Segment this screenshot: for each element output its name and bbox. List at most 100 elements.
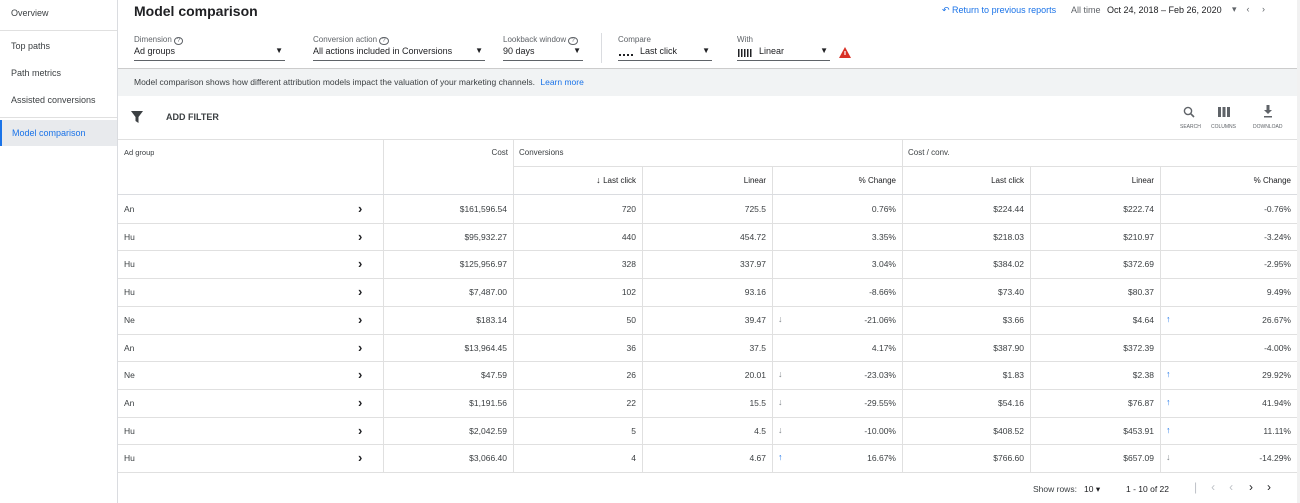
table-cell: 26.67%	[1160, 305, 1297, 334]
row-expand[interactable]: ›	[358, 284, 363, 300]
filter-value[interactable]: Ad groups	[134, 46, 176, 56]
dropdown-arrow[interactable]: ▼	[475, 46, 483, 55]
table-cell: $13,964.45	[383, 333, 513, 362]
filter-dropdown[interactable]: 90 days ▼	[503, 46, 583, 61]
table-cell: $80.37	[1030, 278, 1160, 307]
nav-item[interactable]: Assisted conversions	[11, 95, 96, 105]
warning-icon[interactable]	[839, 47, 851, 58]
search-label[interactable]: SEARCH	[1180, 124, 1201, 130]
trend-down-icon: ↓	[1166, 452, 1171, 463]
row-expand[interactable]: ›	[358, 201, 363, 216]
table-cell: $1.83	[902, 361, 1030, 390]
page-title: Model comparison	[134, 3, 258, 19]
row-expand[interactable]: ›	[358, 394, 363, 410]
column-header[interactable]: % Change	[1160, 166, 1297, 195]
table-cell: 4.67	[642, 444, 772, 473]
info-text: Model comparison shows how different att…	[134, 77, 535, 87]
table-cell: 50	[513, 305, 642, 334]
table-cell: 29.92%	[1160, 361, 1297, 390]
filter-value[interactable]: 90 days	[503, 46, 535, 56]
column-header[interactable]: Last click	[902, 166, 1030, 195]
column-header[interactable]: ↓ Last click	[513, 166, 642, 195]
table-cell: $408.52	[902, 416, 1030, 445]
table-cell: 0.76%	[772, 195, 902, 223]
learn-more[interactable]: Learn more	[540, 77, 584, 87]
filter-dropdown[interactable]: Ad groups ▼	[134, 46, 285, 61]
nav-item[interactable]: Path metrics	[11, 68, 62, 78]
back-link[interactable]: ↶ Return to previous reports	[942, 5, 1057, 15]
filter-dropdown[interactable]: Last click ▼	[618, 46, 712, 61]
ad-group-name: Ne	[124, 370, 135, 381]
ad-group-name: An	[124, 342, 135, 353]
bars-icon	[738, 49, 752, 57]
trend-up-icon: ↑	[1166, 424, 1171, 435]
filter-icon[interactable]	[131, 111, 143, 123]
download-label[interactable]: DOWNLOAD	[1253, 124, 1283, 130]
row-divider	[118, 444, 1297, 446]
table-cell: $125,956.97	[383, 250, 513, 279]
table-cell: 37.5	[642, 333, 772, 362]
row-expand[interactable]: ›	[358, 422, 363, 438]
row-expand[interactable]: ›	[358, 256, 363, 272]
divider	[601, 33, 602, 63]
columns-icon[interactable]	[1218, 107, 1230, 117]
nav-item[interactable]: Model comparison	[0, 120, 117, 146]
date-controls[interactable]: ▾ ‹ ›	[1232, 4, 1266, 14]
rows-select[interactable]: 10 ▾	[1084, 484, 1101, 494]
row-expand[interactable]: ›	[358, 367, 363, 383]
table-cell: 102	[513, 278, 642, 307]
filter-label: Compare	[618, 35, 651, 44]
help-icon[interactable]: ?	[568, 37, 578, 45]
pager-next[interactable]: ›› |	[1249, 480, 1300, 494]
table-cell: 36	[513, 333, 642, 362]
help-icon[interactable]: ?	[174, 37, 184, 45]
help-icon[interactable]: ?	[379, 37, 389, 45]
table-cell: 41.94%	[1160, 388, 1297, 417]
filter-dropdown[interactable]: All actions included in Conversions ▼	[313, 46, 485, 61]
column-header[interactable]: % Change	[772, 166, 902, 195]
row-expand[interactable]: ›	[358, 228, 363, 244]
table-cell: 4	[513, 444, 642, 473]
dropdown-arrow[interactable]: ▼	[702, 46, 710, 55]
row-divider	[118, 388, 1297, 390]
search-icon[interactable]	[1183, 106, 1195, 118]
filter-dropdown[interactable]: Linear ▼	[737, 46, 830, 61]
column-header[interactable]: Linear	[642, 166, 772, 195]
row-divider	[118, 361, 1297, 363]
table-cell: $657.09	[1030, 444, 1160, 473]
dropdown-arrow[interactable]: ▼	[573, 46, 581, 55]
column-header[interactable]: Linear	[1030, 166, 1160, 195]
filter-value[interactable]: All actions included in Conversions	[313, 46, 453, 56]
row-expand[interactable]: ›	[358, 339, 363, 355]
nav-divider	[0, 30, 117, 31]
column-group-header: Cost / conv.	[902, 139, 1297, 166]
trend-up-icon: ↑	[778, 452, 783, 463]
dropdown-arrow[interactable]: ▼	[820, 46, 828, 55]
nav-item[interactable]: Overview	[11, 8, 49, 18]
ad-group-name: Ne	[124, 314, 135, 325]
ad-group-name: Hu	[124, 287, 135, 298]
rows-value[interactable]: 10	[1084, 484, 1094, 494]
date-range[interactable]: Oct 24, 2018 – Feb 26, 2020	[1107, 5, 1222, 15]
pager-disabled: |‹‹	[1194, 480, 1248, 494]
dropdown-arrow[interactable]: ▼	[275, 46, 283, 55]
table-cell: -8.66%	[772, 278, 902, 307]
table-cell: 5	[513, 416, 642, 445]
back-text[interactable]: Return to previous reports	[952, 5, 1057, 15]
row-expand[interactable]: ›	[358, 311, 363, 327]
info-bar: Model comparison shows how different att…	[118, 68, 1297, 96]
header-divider	[118, 194, 1297, 195]
nav-item[interactable]: Top paths	[11, 41, 51, 51]
table-cell: $2.38	[1030, 361, 1160, 390]
table-cell: -14.29%	[1160, 444, 1297, 473]
column-header: Cost	[383, 139, 508, 194]
filter-value[interactable]: Last click	[640, 46, 678, 56]
column-header: Ad group	[124, 148, 155, 157]
row-divider	[118, 305, 1297, 307]
table-cell: -0.76%	[1160, 195, 1297, 223]
columns-label[interactable]: COLUMNS	[1211, 124, 1237, 130]
add-filter[interactable]: ADD FILTER	[166, 112, 219, 122]
download-icon[interactable]	[1263, 105, 1273, 118]
row-expand[interactable]: ›	[358, 450, 363, 466]
filter-value[interactable]: Linear	[759, 46, 785, 56]
